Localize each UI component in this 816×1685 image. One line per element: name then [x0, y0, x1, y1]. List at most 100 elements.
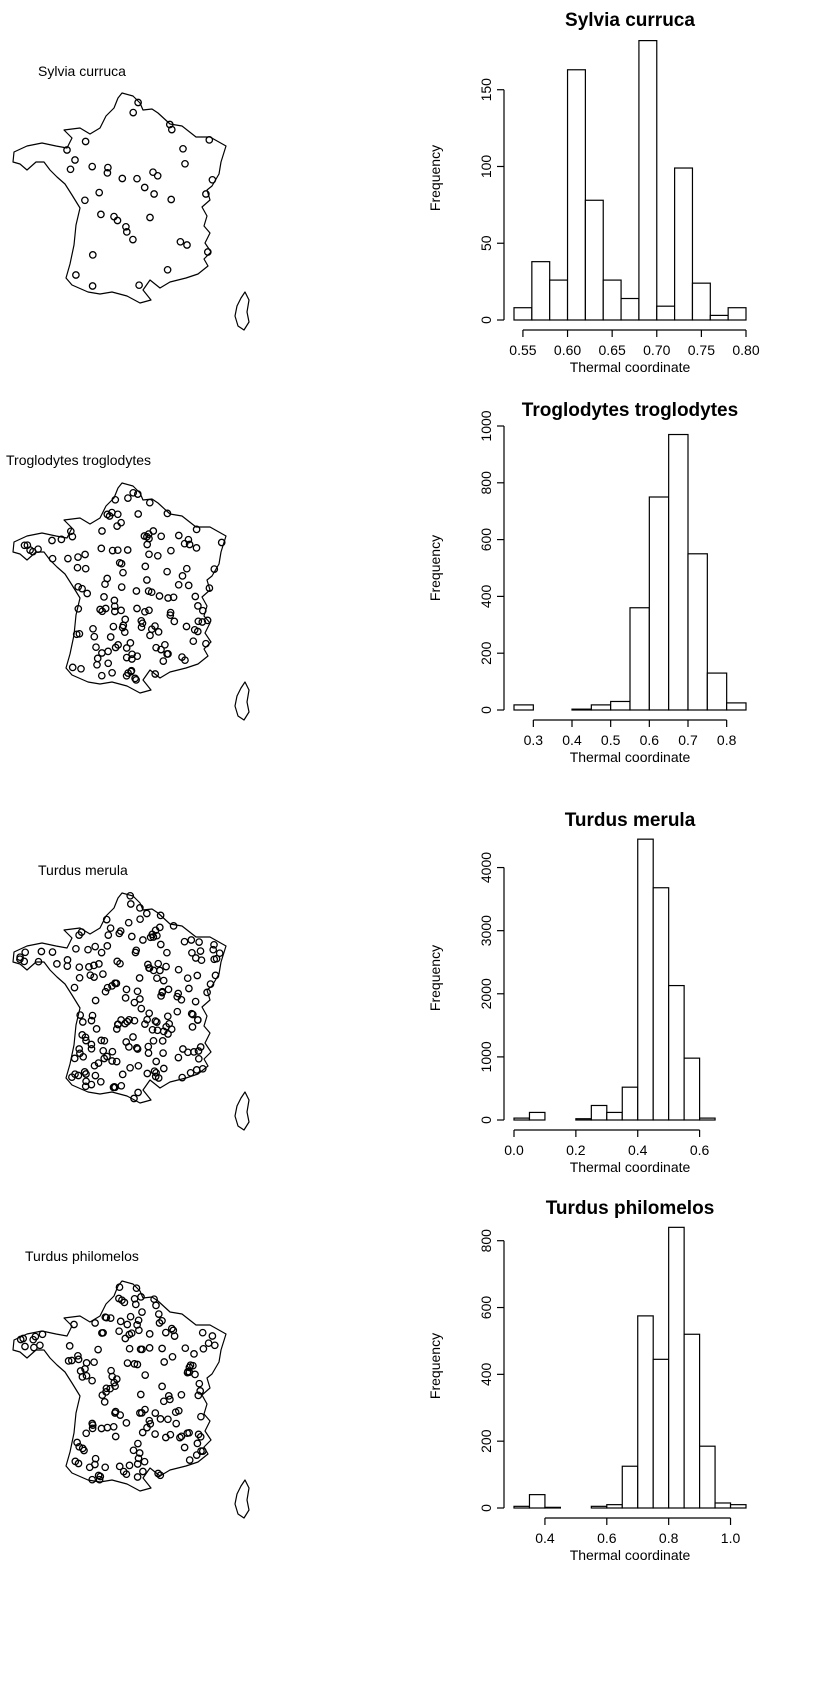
histogram-bar [729, 1504, 747, 1509]
survey-site-marker [104, 931, 113, 939]
france-mainland-outline [12, 892, 227, 1104]
survey-site-marker [48, 536, 56, 545]
survey-site-marker [116, 927, 125, 935]
survey-site-marker [182, 564, 191, 573]
histogram-bar [727, 307, 747, 321]
survey-site-marker [205, 136, 214, 144]
survey-site-marker [177, 1432, 186, 1441]
survey-site-marker [87, 1044, 96, 1053]
y-tick-label: 50 [478, 235, 494, 251]
survey-site-marker [198, 1447, 207, 1455]
survey-site-marker [68, 663, 77, 672]
survey-site-marker [159, 657, 168, 665]
x-tick-label: 0.80 [732, 342, 759, 358]
survey-site-marker [153, 171, 162, 180]
survey-site-marker [151, 1017, 160, 1025]
survey-site-marker [158, 1037, 167, 1045]
histogram-turdus-philomelos: Turdus philomelos 0.4 0.6 0.8 1.0 Thermal coo… [430, 1198, 747, 1563]
survey-site-marker [100, 1398, 109, 1406]
y-tick-label: 0 [478, 706, 494, 714]
survey-site-marker [208, 175, 217, 184]
y-tick-label: 100 [478, 155, 494, 179]
survey-site-marker [140, 1457, 149, 1466]
survey-site-marker [190, 625, 199, 634]
survey-site-marker [97, 1036, 106, 1045]
survey-site-marker [103, 169, 112, 177]
survey-site-marker [154, 1469, 162, 1478]
histogram-sylvia-curruca: Sylvia curruca 0.55 0.60 0.65 0.70 0.75 0.80 Th… [430, 10, 760, 375]
survey-site-marker [117, 583, 126, 591]
survey-site-marker [192, 1066, 201, 1074]
histogram-bar [637, 838, 654, 1121]
survey-site-marker [103, 574, 112, 583]
survey-site-marker [163, 265, 172, 274]
panel-turdus-philomelos: Turdus philomelos Turdus philomelos 0.4 0.… [0, 1188, 816, 1601]
survey-site-marker [150, 1067, 159, 1076]
survey-site-marker [65, 1342, 74, 1350]
survey-site-marker [128, 650, 136, 659]
survey-site-marker [106, 924, 115, 933]
survey-site-marker [131, 948, 140, 957]
survey-site-marker [122, 985, 131, 994]
x-axis-label: Thermal coordinate [570, 749, 691, 765]
survey-site-marker [123, 1320, 132, 1329]
survey-site-marker [159, 976, 168, 985]
survey-site-marker [98, 1391, 107, 1400]
survey-site-marker [169, 1326, 178, 1335]
survey-site-marker [163, 509, 172, 518]
survey-site-marker [81, 550, 89, 559]
survey-site-marker [16, 955, 24, 964]
survey-site-marker [103, 942, 112, 950]
survey-site-marker [48, 948, 57, 956]
y-tick-label: 200 [478, 1429, 494, 1453]
survey-site-marker [156, 1471, 165, 1480]
histogram-bar [610, 700, 631, 711]
survey-site-marker [91, 1071, 100, 1080]
survey-site-marker [131, 1300, 140, 1309]
survey-site-marker [89, 624, 97, 633]
survey-site-marker [203, 616, 212, 625]
survey-site-marker [88, 1376, 96, 1385]
y-tick-label: 800 [478, 471, 494, 495]
map-turdus-merula [12, 891, 250, 1131]
survey-site-marker [133, 1473, 142, 1481]
survey-site-marker [74, 1459, 83, 1468]
survey-site-marker [125, 1344, 134, 1353]
survey-site-marker [99, 1046, 108, 1055]
survey-site-marker [134, 98, 142, 107]
histogram-bar [621, 1086, 639, 1121]
survey-site-marker [81, 564, 90, 573]
chart-title: Turdus merula [565, 810, 696, 831]
survey-site-marker [170, 617, 179, 626]
chart-title: Turdus philomelos [546, 1198, 715, 1219]
histogram-bar [683, 1057, 701, 1121]
survey-site-marker [100, 1054, 109, 1063]
histogram-bar [648, 496, 670, 711]
survey-site-marker [152, 1018, 161, 1026]
survey-site-marker [184, 581, 193, 590]
survey-site-marker [138, 1428, 147, 1437]
survey-site-marker [139, 936, 147, 944]
survey-site-marker [124, 918, 133, 927]
survey-site-marker [108, 668, 116, 677]
survey-site-marker [156, 911, 165, 920]
histogram-bar [652, 887, 670, 1121]
survey-site-marker [145, 606, 153, 615]
survey-site-marker [149, 1036, 158, 1045]
survey-site-marker [166, 611, 175, 620]
survey-site-marker [142, 909, 151, 918]
survey-site-marker [91, 996, 100, 1005]
survey-site-marker [174, 580, 183, 589]
survey-site-marker [122, 222, 130, 231]
survey-site-marker [188, 1023, 197, 1031]
y-tick-label: 0 [478, 1504, 494, 1512]
survey-site-marker [152, 643, 160, 652]
x-tick-label: 0.2 [566, 1142, 586, 1158]
survey-site-marker [141, 1371, 150, 1379]
histogram-bar [709, 314, 729, 321]
survey-site-marker [98, 607, 107, 616]
survey-site-marker [154, 628, 163, 636]
survey-site-marker [146, 933, 155, 942]
y-tick-label: 1000 [478, 1041, 494, 1072]
